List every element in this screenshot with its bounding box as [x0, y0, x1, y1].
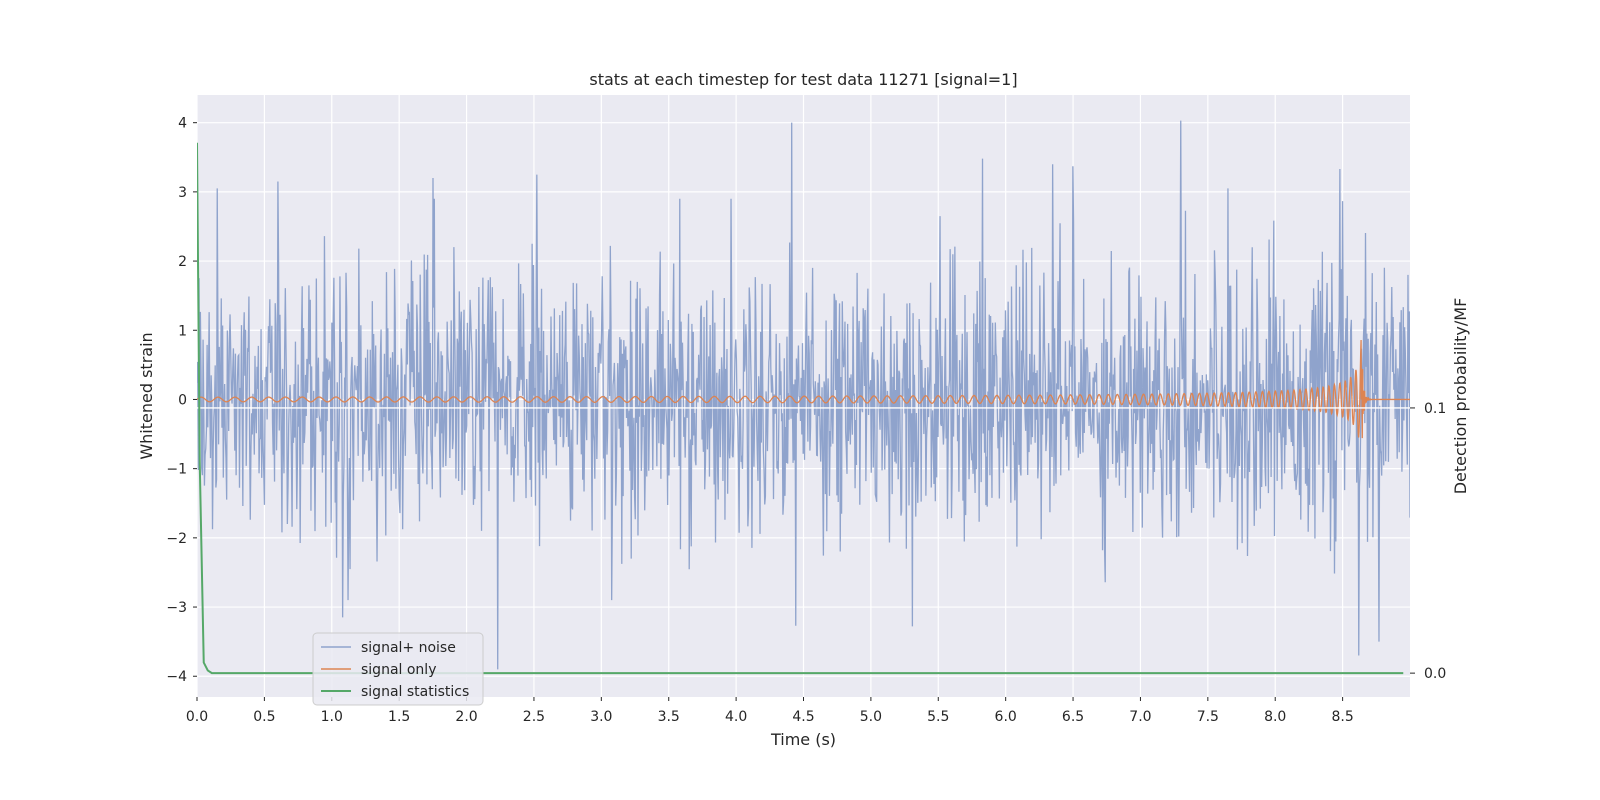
legend-label-signal-noise: signal+ noise	[361, 640, 456, 656]
legend-label-signal-only: signal only	[361, 662, 436, 678]
x-tick-label: 1.0	[321, 709, 343, 725]
y-tick-label: −1	[166, 462, 187, 478]
y2-axis-label: Detection probability/MF	[1451, 298, 1470, 495]
x-tick-label: 4.5	[792, 709, 814, 725]
x-tick-label: 0.0	[186, 709, 208, 725]
y-tick-label: 1	[178, 323, 187, 339]
x-tick-label: 5.5	[927, 709, 949, 725]
axis-group: 0.0 0.5 1.0 1.5 2.0 2.5 3.0 3.5 4.0 4.5 5.0 5.5 6.0 6…	[166, 116, 1446, 725]
x-tick-label: 3.0	[590, 709, 612, 725]
x-tick-label: 8.0	[1264, 709, 1286, 725]
x-tick-label: 4.0	[725, 709, 747, 725]
x-tick-label: 0.5	[253, 709, 275, 725]
y2-tick-label: 0.0	[1424, 666, 1446, 682]
x-tick-label: 2.5	[523, 709, 545, 725]
x-tick-label: 5.0	[860, 709, 882, 725]
x-tick-label: 3.5	[658, 709, 680, 725]
series-signal-statistics	[197, 142, 1404, 675]
x-tick-label: 7.0	[1129, 709, 1151, 725]
x-tick-label: 7.5	[1197, 709, 1219, 725]
y-tick-label: −2	[166, 531, 187, 547]
series-signal-only	[197, 340, 1410, 439]
y-tick-label: 3	[178, 185, 187, 201]
y-tick-label: −4	[166, 669, 187, 685]
y-axis-label: Whitened strain	[137, 332, 156, 459]
y-tick-label: 0	[178, 392, 187, 408]
series-signal-noise	[197, 120, 1410, 670]
x-tick-label: 6.0	[995, 709, 1017, 725]
x-tick-label: 6.5	[1062, 709, 1084, 725]
legend-label-signal-statistics: signal statistics	[361, 684, 469, 700]
x-tick-label: 8.5	[1331, 709, 1353, 725]
chart-title: stats at each timestep for test data 112…	[589, 70, 1017, 89]
y-tick-label: −3	[166, 600, 187, 616]
x-tick-label: 1.5	[388, 709, 410, 725]
legend: signal+ noise signal only signal statist…	[312, 632, 484, 706]
x-axis-label: Time (s)	[770, 730, 836, 749]
y-tick-label: 2	[178, 254, 187, 270]
y2-tick-label: 0.1	[1424, 401, 1446, 417]
x-tick-label: 2.0	[455, 709, 477, 725]
legend-box	[312, 632, 484, 706]
y-tick-label: 4	[178, 116, 187, 132]
series-group	[197, 120, 1410, 675]
